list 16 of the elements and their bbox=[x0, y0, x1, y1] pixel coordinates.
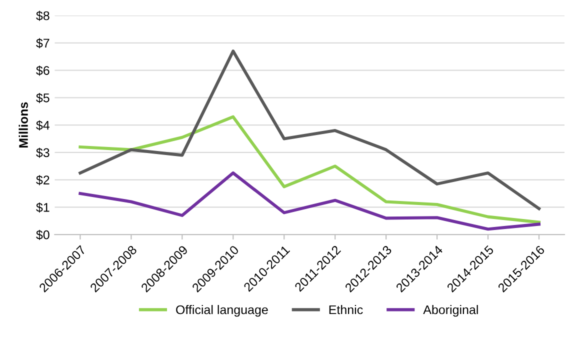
y-tick-label: $8 bbox=[36, 10, 50, 21]
y-tick-label: $4 bbox=[36, 120, 50, 130]
y-tick-label: $0 bbox=[36, 230, 50, 240]
legend-label: Aboriginal bbox=[423, 305, 478, 317]
legend-label: Official language bbox=[176, 305, 268, 317]
legend-label: Ethnic bbox=[329, 305, 363, 314]
line-series bbox=[78, 115, 541, 224]
y-tick-label: $6 bbox=[36, 66, 50, 76]
line-series bbox=[78, 171, 541, 231]
y-axis-title: Millions bbox=[18, 102, 28, 148]
y-tick-label: $2 bbox=[36, 175, 50, 186]
line-series bbox=[78, 50, 541, 210]
y-tick-label: $7 bbox=[36, 38, 50, 48]
y-tick-label: $1 bbox=[36, 202, 50, 213]
y-tick-label: $3 bbox=[36, 148, 50, 158]
y-tick-label: $5 bbox=[36, 92, 50, 104]
